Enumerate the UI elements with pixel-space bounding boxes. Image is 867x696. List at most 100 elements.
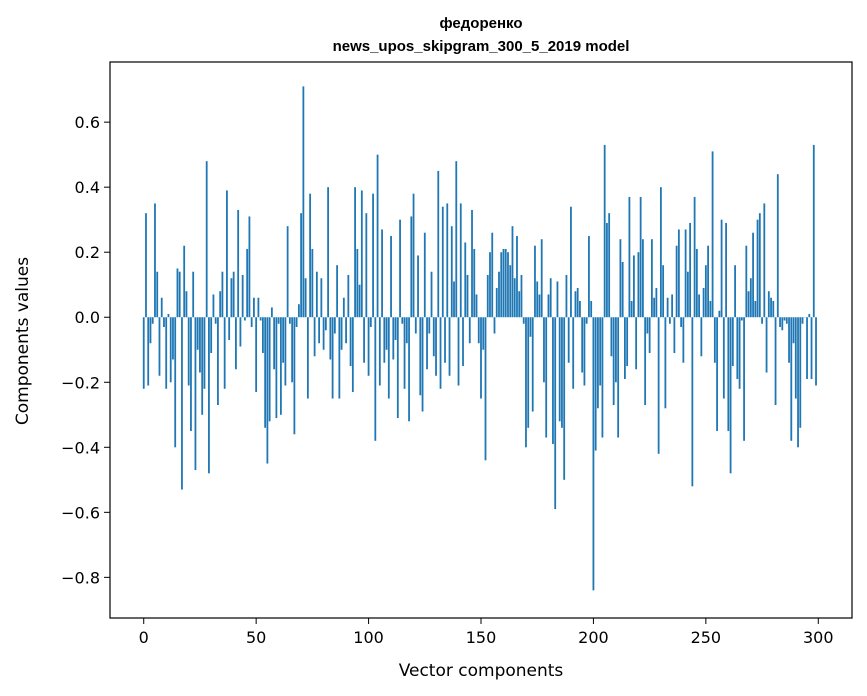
bar-27 <box>203 317 206 389</box>
bar-206 <box>606 222 608 318</box>
bars-group <box>142 86 817 591</box>
bar-36 <box>223 317 226 389</box>
bar-145 <box>468 317 471 344</box>
bar-209 <box>612 317 615 406</box>
bar-188 <box>565 274 568 318</box>
bar-283 <box>779 317 781 327</box>
bar-275 <box>761 317 763 324</box>
bar-50 <box>255 317 258 393</box>
bar-55 <box>266 317 269 464</box>
bar-94 <box>354 187 356 318</box>
bar-152 <box>484 317 487 461</box>
bar-180 <box>547 294 550 318</box>
bar-49 <box>253 297 255 318</box>
bar-183 <box>554 317 557 510</box>
bar-256 <box>718 310 721 318</box>
bar-129 <box>432 317 435 357</box>
y-tick-label: 0.4 <box>75 178 100 197</box>
bar-203 <box>599 317 602 386</box>
x-tick-label: 100 <box>353 628 384 647</box>
bar-164 <box>511 226 514 318</box>
bar-239 <box>680 317 683 327</box>
bar-143 <box>464 242 467 318</box>
bar-32 <box>214 317 217 324</box>
bar-2 <box>147 317 150 386</box>
bar-150 <box>480 317 482 399</box>
bar-14 <box>174 317 177 448</box>
bar-224 <box>646 317 649 334</box>
bar-76 <box>313 317 316 357</box>
bar-259 <box>725 222 727 318</box>
bar-131 <box>437 170 440 318</box>
bar-77 <box>315 271 318 318</box>
bar-278 <box>767 291 770 318</box>
y-tick-label: −0.4 <box>61 438 100 457</box>
bar-149 <box>477 317 480 344</box>
bar-42 <box>237 209 240 318</box>
bar-285 <box>783 317 786 321</box>
bar-193 <box>576 287 579 318</box>
bar-171 <box>527 317 530 428</box>
bar-20 <box>187 317 190 386</box>
bar-48 <box>250 317 253 327</box>
bar-118 <box>408 317 410 422</box>
bar-179 <box>545 317 548 438</box>
bar-5 <box>154 203 156 318</box>
bar-234 <box>668 317 671 324</box>
bar-147 <box>473 248 476 318</box>
bar-249 <box>702 287 705 318</box>
bar-85 <box>333 317 336 334</box>
bar-217 <box>630 300 633 318</box>
bar-277 <box>765 317 768 373</box>
bar-136 <box>448 317 451 376</box>
bar-187 <box>563 317 566 480</box>
bar-56 <box>268 317 271 422</box>
bar-238 <box>677 229 680 318</box>
bar-130 <box>435 317 437 376</box>
bar-161 <box>504 248 507 318</box>
bar-176 <box>538 294 541 318</box>
bar-110 <box>390 235 392 318</box>
bar-175 <box>536 281 539 318</box>
bar-226 <box>650 239 653 318</box>
bar-172 <box>529 317 532 337</box>
bar-243 <box>689 222 692 318</box>
bar-40 <box>232 271 235 318</box>
bar-4 <box>151 317 154 324</box>
bar-216 <box>628 196 631 318</box>
bar-160 <box>502 248 505 318</box>
bar-204 <box>601 317 604 438</box>
bar-242 <box>686 271 689 318</box>
bar-201 <box>594 317 597 451</box>
bar-34 <box>219 291 222 318</box>
bar-181 <box>549 278 552 318</box>
bar-61 <box>279 317 282 415</box>
bar-248 <box>700 317 703 357</box>
bar-142 <box>462 317 464 367</box>
bar-182 <box>552 317 554 445</box>
bar-280 <box>772 300 775 318</box>
bar-103 <box>374 317 377 441</box>
bar-87 <box>338 317 341 399</box>
bar-84 <box>331 317 334 399</box>
bar-260 <box>727 317 730 432</box>
bar-227 <box>653 297 656 318</box>
bar-53 <box>262 317 264 354</box>
bar-140 <box>457 317 460 386</box>
bar-3 <box>149 317 152 344</box>
bar-240 <box>682 317 685 363</box>
bar-298 <box>812 144 815 318</box>
bar-192 <box>574 291 577 318</box>
bar-126 <box>426 317 428 370</box>
bar-272 <box>754 300 757 318</box>
bar-8 <box>160 297 163 318</box>
bar-177 <box>540 239 543 318</box>
bar-163 <box>509 265 512 318</box>
bar-93 <box>351 317 354 393</box>
bar-155 <box>491 232 494 318</box>
bar-270 <box>749 278 752 318</box>
bar-7 <box>158 317 161 376</box>
bar-73 <box>306 317 309 399</box>
bar-264 <box>736 317 739 380</box>
bar-257 <box>720 219 723 318</box>
